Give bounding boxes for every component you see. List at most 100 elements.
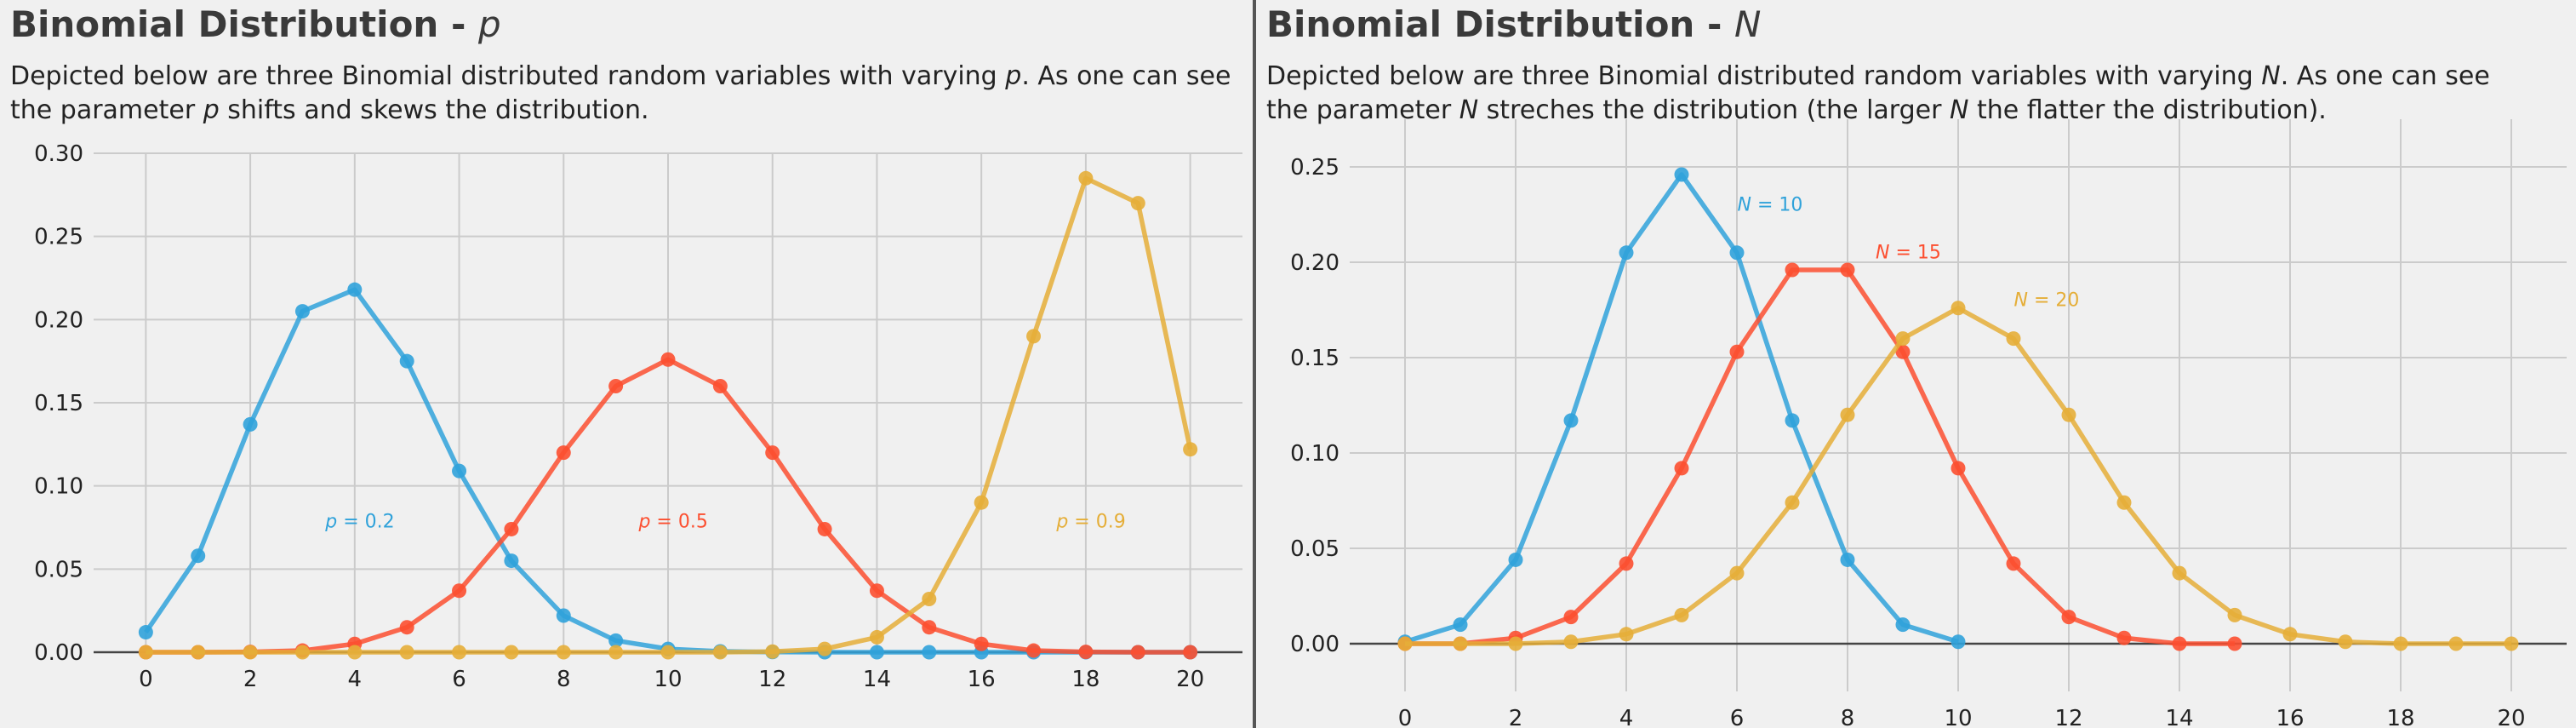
data-point [243, 416, 258, 432]
chart-plot-n: 0 2 4 6 8 10 12 14 16 18 20 0.00 0.05 0.10 0.15 0.20 0.2… [1290, 119, 2567, 728]
data-point [1397, 636, 1413, 651]
title-text: Binomial Distribution - [10, 3, 478, 45]
data-point [922, 620, 937, 635]
data-point [294, 645, 310, 660]
series-annotation: p = 0.9 [1055, 512, 1125, 533]
data-point [1895, 617, 1911, 633]
y-tick-label: 0.00 [1290, 632, 1339, 657]
panel-divider [1253, 0, 1256, 728]
series-annotation: p = 0.5 [637, 512, 707, 533]
y-tick-label: 0.00 [34, 640, 83, 666]
data-point [556, 645, 571, 660]
y-tick-label: 0.15 [34, 391, 83, 416]
data-point [138, 625, 153, 640]
data-point [2006, 556, 2021, 571]
desc-text: the parameter [1266, 95, 1459, 125]
chart-description: Depicted below are three Binomial distri… [10, 60, 1231, 128]
data-point [191, 645, 206, 660]
y-tick-label: 0.25 [34, 225, 83, 250]
desc-text: streches the distribution (the larger [1478, 95, 1950, 125]
x-tick-label: 20 [1176, 667, 1204, 692]
data-point [1951, 634, 1966, 650]
y-tick-label: 0.25 [1290, 155, 1339, 181]
x-tick-label: 10 [1944, 706, 1972, 728]
data-point [2116, 495, 2132, 510]
data-point [1078, 170, 1094, 186]
data-point [1130, 645, 1145, 660]
data-point [608, 378, 624, 393]
data-point [712, 378, 728, 393]
data-point [922, 591, 937, 606]
x-tick-label: 8 [1841, 706, 1855, 728]
x-tick-label: 4 [348, 667, 363, 692]
data-point [452, 645, 467, 660]
desc-text: the flatter the distribution). [1968, 95, 2327, 125]
x-tick-label: 2 [1509, 706, 1523, 728]
desc-variable: N [1949, 95, 1969, 125]
desc-text: shifts and skews the distribution. [219, 95, 649, 125]
data-point [1674, 167, 1689, 182]
data-point [1619, 627, 1634, 642]
data-point [869, 645, 884, 660]
data-point [1563, 610, 1579, 625]
desc-variable: N [1459, 95, 1479, 125]
x-tick-label: 4 [1619, 706, 1634, 728]
x-tick-label: 6 [452, 667, 466, 692]
y-tick-label: 0.10 [1290, 441, 1339, 467]
data-point [1729, 245, 1745, 261]
data-point [2393, 636, 2408, 651]
y-tick-label: 0.15 [1290, 346, 1339, 371]
x-tick-label: 8 [557, 667, 571, 692]
x-tick-label: 18 [1071, 667, 1100, 692]
data-point [2172, 565, 2187, 581]
data-point [765, 644, 780, 659]
data-point [1563, 634, 1579, 650]
series-line [1405, 267, 2235, 646]
panel-binomial-n: Binomial Distribution - N Depicted below… [1256, 0, 2576, 728]
x-tick-label: 0 [1398, 706, 1413, 728]
data-point [1078, 645, 1094, 660]
data-point [1951, 301, 1966, 316]
data-point [243, 645, 258, 660]
data-point [1674, 461, 1689, 476]
title-variable: p [478, 3, 501, 45]
desc-text: . As one can see [2280, 61, 2490, 91]
data-point [347, 282, 363, 297]
data-point [2061, 610, 2076, 625]
x-tick-label: 0 [139, 667, 153, 692]
data-point [2227, 607, 2242, 622]
data-point [1453, 636, 1468, 651]
x-tick-label: 12 [2054, 706, 2082, 728]
data-point [1951, 461, 1966, 476]
data-point [1729, 565, 1745, 581]
data-point [2172, 636, 2187, 651]
data-point [1563, 413, 1579, 428]
data-point [765, 445, 780, 461]
x-tick-label: 6 [1730, 706, 1745, 728]
data-point [556, 445, 571, 461]
data-point [1785, 495, 1800, 510]
data-point [504, 521, 519, 536]
data-point [1130, 196, 1145, 211]
data-point [1026, 643, 1042, 658]
data-point [1508, 552, 1523, 567]
data-point [608, 633, 624, 648]
data-point [660, 645, 676, 660]
data-point [138, 645, 153, 660]
y-tick-label: 0.30 [34, 141, 83, 167]
series-annotation: N = 15 [1876, 243, 1941, 264]
chart-title: Binomial Distribution - p [10, 3, 501, 45]
data-point [2282, 627, 2298, 642]
data-point [1619, 556, 1634, 571]
data-point [869, 583, 884, 599]
data-point [1895, 331, 1911, 347]
data-point [1840, 552, 1855, 567]
y-tick-label: 0.20 [1290, 250, 1339, 276]
data-point [1729, 344, 1745, 359]
x-tick-label: 10 [654, 667, 682, 692]
y-tick-label: 0.10 [34, 474, 83, 500]
x-tick-label: 2 [243, 667, 258, 692]
chart-title: Binomial Distribution - N [1266, 3, 1761, 45]
data-point [452, 463, 467, 479]
data-point [1183, 442, 1198, 457]
